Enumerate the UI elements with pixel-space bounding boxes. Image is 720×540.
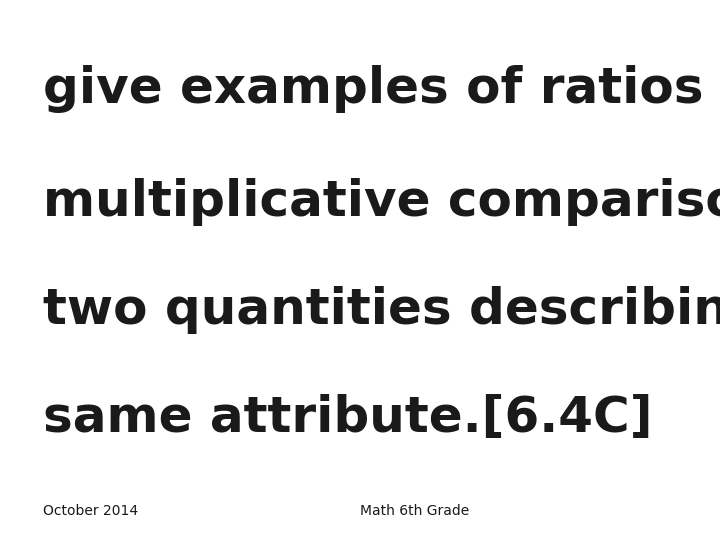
Text: October 2014: October 2014 <box>43 504 138 518</box>
Text: same attribute.[6.4C]: same attribute.[6.4C] <box>43 394 653 442</box>
Text: multiplicative comparisons of: multiplicative comparisons of <box>43 178 720 226</box>
Text: give examples of ratios as: give examples of ratios as <box>43 65 720 113</box>
Text: Math 6th Grade: Math 6th Grade <box>360 504 469 518</box>
Text: two quantities describing the: two quantities describing the <box>43 286 720 334</box>
